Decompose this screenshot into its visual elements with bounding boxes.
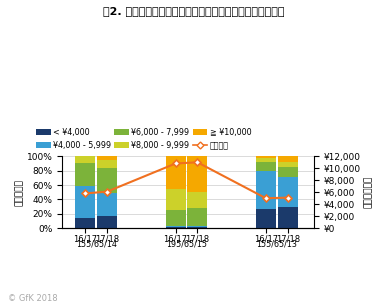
Bar [97,156,117,160]
Bar [75,156,95,163]
Bar [166,210,185,226]
Bar [97,160,117,168]
Bar [256,210,276,228]
Bar [75,186,95,218]
Bar [166,226,185,228]
Bar [278,177,298,207]
Text: 155/65/14: 155/65/14 [76,240,117,249]
Y-axis label: （構成比）: （構成比） [15,179,24,206]
Text: 195/65/15: 195/65/15 [166,240,207,249]
Bar [97,168,117,193]
Bar [187,156,207,192]
Text: © GfK 2018: © GfK 2018 [8,294,57,303]
Text: 噣2. 冬タイヤ主要サイズ　価格帯別本数構成比・平均価格: 噣2. 冬タイヤ主要サイズ 価格帯別本数構成比・平均価格 [103,6,285,16]
Bar [97,216,117,228]
Legend: < ¥4,000, ¥4,000 - 5,999, ¥6,000 - 7,999, ¥8,000 - 9,999, ≧ ¥10,000, 平均価格: < ¥4,000, ¥4,000 - 5,999, ¥6,000 - 7,999… [36,128,251,150]
Bar [278,167,298,177]
Bar [256,171,276,210]
Bar [166,189,185,210]
Bar [256,162,276,171]
Bar [256,159,276,162]
Bar [166,156,185,189]
Bar [187,192,207,208]
Bar [97,193,117,216]
Bar [75,163,95,186]
Bar [75,218,95,228]
Text: 155/65/13: 155/65/13 [256,240,297,249]
Bar [187,208,207,226]
Bar [278,156,298,162]
Bar [278,207,298,228]
Bar [256,156,276,159]
Bar [278,162,298,167]
Y-axis label: （平均価格）: （平均価格） [364,176,373,208]
Bar [187,226,207,228]
